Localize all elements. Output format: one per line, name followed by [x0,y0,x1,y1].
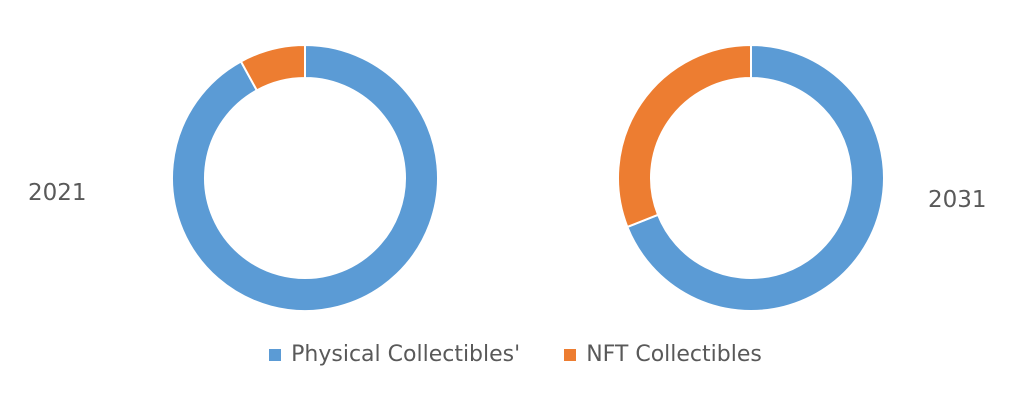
legend: Physical Collectibles' NFT Collectibles [0,342,1031,367]
chart-title-2031: 2031 [928,187,987,213]
slice-2031-physical [626,43,885,312]
legend-item-nft: NFT Collectibles [564,342,762,367]
legend-label-nft: NFT Collectibles [586,342,762,367]
legend-swatch-nft [564,348,577,361]
slice-2031-nft [617,43,752,229]
donut-2031 [617,43,885,312]
slice-2021-physical [171,43,439,312]
legend-item-physical: Physical Collectibles' [269,342,520,367]
chart-title-2021: 2021 [28,180,87,206]
donut-2021 [171,43,439,312]
legend-swatch-physical [269,348,282,361]
slice-2021-nft [239,43,306,92]
legend-label-physical: Physical Collectibles' [291,342,521,367]
